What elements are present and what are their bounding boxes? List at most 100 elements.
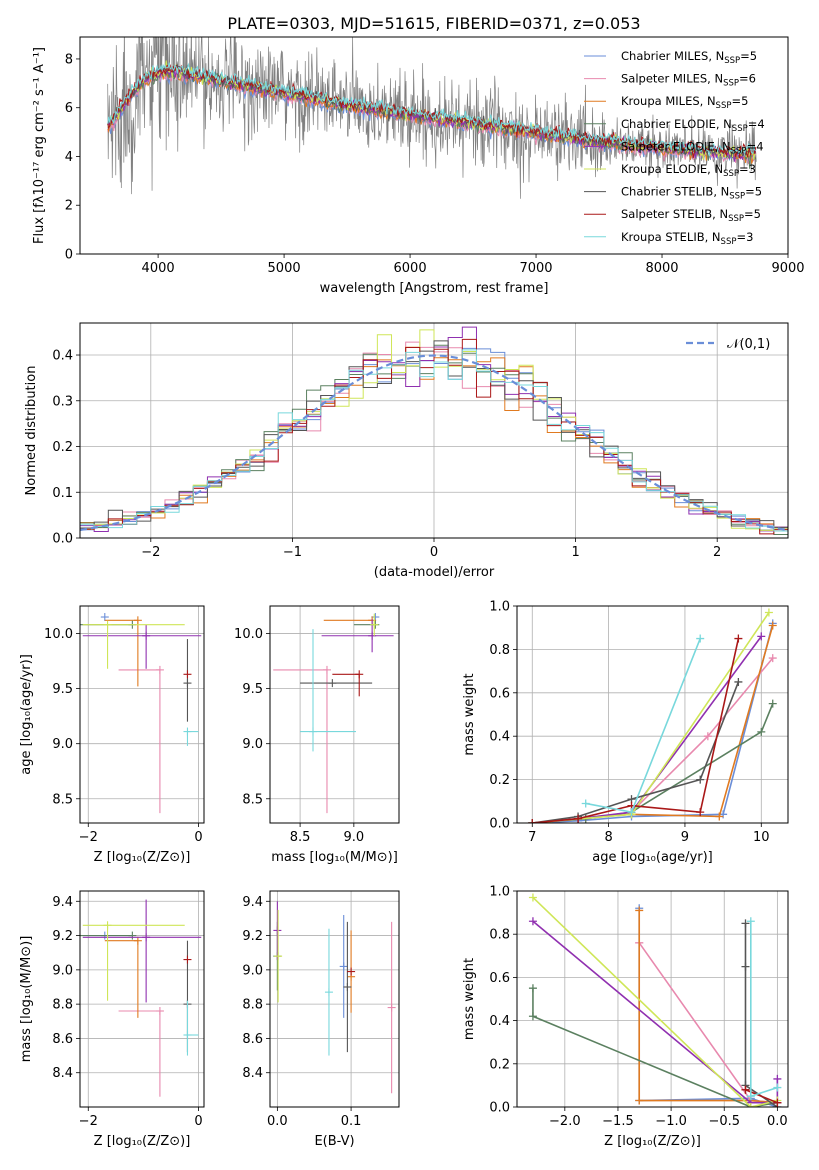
legend-label: Chabrier MILES, NSSP=5 <box>621 49 757 66</box>
y-axis-label: Flux [fλ10⁻¹⁷ erg cm⁻² s⁻¹ A⁻¹] <box>32 47 47 244</box>
mass-weight-marker <box>741 962 750 971</box>
legend-label: Salpeter MILES, NSSP=6 <box>621 72 756 89</box>
errorbar-point <box>183 727 199 746</box>
residual-histogram-step <box>80 340 788 529</box>
errorbar-point <box>104 616 142 687</box>
y-tick-label: 0.1 <box>52 486 73 501</box>
y-tick-label: 0.6 <box>489 686 510 701</box>
panel-age_vs_mass: 8.5 9.0 8.5 9.0 9.5 10.0 mass [log₁₀(M/M⊙)] <box>234 605 400 865</box>
x-tick-label: −1.5 <box>602 1114 634 1129</box>
x-tick-label: 9000 <box>771 261 804 276</box>
y-tick-label: 0.0 <box>489 817 510 832</box>
errorbar-point <box>323 616 377 625</box>
mass-weight-line <box>532 612 770 823</box>
panel-mass_vs_EBV: 0.0 0.1 8.4 8.6 8.8 9.0 9.2 9.4 E(B-V) <box>242 890 400 1149</box>
errorbar-point <box>371 613 380 622</box>
y-tick-label: 10.0 <box>44 627 73 642</box>
y-tick-label: 9.5 <box>52 682 73 697</box>
errorbar-point <box>80 931 137 940</box>
legend-label: Chabrier ELODIE, NSSP=4 <box>621 117 765 134</box>
mass-weight-marker <box>773 1098 782 1107</box>
y-tick-label: 8.8 <box>242 998 263 1013</box>
mass-weight-line <box>638 910 778 1104</box>
mass-weight-marker <box>768 699 777 708</box>
mass-weight-line <box>532 896 778 1107</box>
x-axis-label: age [log₁₀(age/yr)] <box>592 850 713 865</box>
figure-title: PLATE=0303, MJD=51615, FIBERID=0371, z=0… <box>227 14 640 33</box>
errorbar-point <box>82 899 202 1003</box>
mass-weight-marker <box>528 1012 537 1021</box>
y-axis-label: mass [log₁₀(M/M⊙)] <box>19 936 34 1063</box>
errorbar-point <box>324 928 333 1056</box>
errorbar-point <box>343 921 352 1053</box>
legend-label: 𝒩(0,1) <box>727 337 770 352</box>
y-tick-label: 1.0 <box>489 600 510 615</box>
panel-age_vs_Z: −2 0 8.5 9.0 9.5 10.0 Z [log₁₀(Z/Z⊙)] age [log₁… <box>19 605 205 865</box>
plot-area-mass_weight_vs_Z <box>528 893 782 1107</box>
y-tick-label: 0 <box>65 248 73 263</box>
y-tick-label: 0.2 <box>489 773 510 788</box>
errorbar-point <box>273 665 331 814</box>
x-axis-label: wavelength [Angstrom, rest frame] <box>320 281 549 296</box>
y-tick-label: 9.2 <box>52 929 73 944</box>
mass-weight-marker <box>627 808 636 817</box>
errorbar-point <box>118 1007 164 1097</box>
y-tick-label: 0.4 <box>489 730 510 745</box>
gaussian-reference-curve <box>80 354 788 532</box>
mass-weight-line <box>532 638 740 823</box>
mass-weight-marker <box>768 621 777 630</box>
y-axis-label: age [log₁₀(age/yr)] <box>19 654 34 775</box>
y-axis-label: mass weight <box>462 958 477 1040</box>
errorbar-point <box>183 1000 199 1056</box>
plot-area-age_vs_Z <box>80 613 202 814</box>
mass-weight-marker <box>741 1085 750 1094</box>
x-axis-label: Z [log₁₀(Z/Z⊙)] <box>94 850 191 865</box>
x-tick-label: −2.0 <box>549 1114 581 1129</box>
y-tick-label: 9.0 <box>52 737 73 752</box>
errorbar-point <box>118 665 164 814</box>
x-axis-label: E(B-V) <box>314 1134 354 1149</box>
mass-weight-marker <box>635 1096 644 1105</box>
x-axis-label: Z [log₁₀(Z/Z⊙)] <box>604 1134 701 1149</box>
y-tick-label: 8.6 <box>242 1032 263 1047</box>
mass-weight-marker <box>574 814 583 823</box>
y-tick-label: 0.3 <box>52 394 73 409</box>
errorbar-point <box>347 967 356 976</box>
axes-frame <box>516 890 789 1108</box>
y-tick-label: 2 <box>65 199 73 214</box>
y-tick-label: 8.6 <box>52 1032 73 1047</box>
y-tick-label: 8.4 <box>242 1066 263 1081</box>
x-tick-label: −0.5 <box>708 1114 740 1129</box>
mass-weight-marker <box>734 634 743 643</box>
y-tick-label: 6 <box>65 101 73 116</box>
x-tick-label: −1 <box>283 545 302 560</box>
errorbar-point <box>82 620 185 669</box>
x-tick-label: −2 <box>141 545 160 560</box>
axes-frame <box>79 605 205 824</box>
axes-frame <box>516 605 789 824</box>
errorbar-point <box>100 613 109 622</box>
mass-weight-line <box>638 908 778 1107</box>
x-tick-label: −1.0 <box>655 1114 687 1129</box>
panel-residuals: −2 −1 0 1 2 0.0 0.1 0.2 0.3 0.4 (data-model)/error… <box>24 322 789 580</box>
mass-weight-marker <box>715 812 724 821</box>
y-tick-label: 0.2 <box>489 1057 510 1072</box>
mass-weight-marker <box>528 984 537 993</box>
errorbar-point <box>387 921 396 1094</box>
errorbar-point <box>183 639 192 722</box>
x-tick-label: 6000 <box>394 261 427 276</box>
y-tick-label: 9.0 <box>242 963 263 978</box>
x-tick-label: 0.1 <box>341 1114 362 1129</box>
axes-frame <box>79 890 205 1108</box>
errorbar-point <box>370 613 379 636</box>
y-tick-label: 0.8 <box>489 928 510 943</box>
errorbar-point <box>332 670 364 697</box>
x-tick-label: 0 <box>194 830 202 845</box>
x-tick-label: 10 <box>753 830 770 845</box>
y-tick-label: 9.4 <box>242 895 263 910</box>
mass-weight-line <box>532 920 779 1104</box>
x-tick-label: 2 <box>713 545 721 560</box>
mass-weight-line <box>532 988 778 1107</box>
y-tick-label: 8.5 <box>242 792 263 807</box>
x-tick-label: 8000 <box>645 261 678 276</box>
